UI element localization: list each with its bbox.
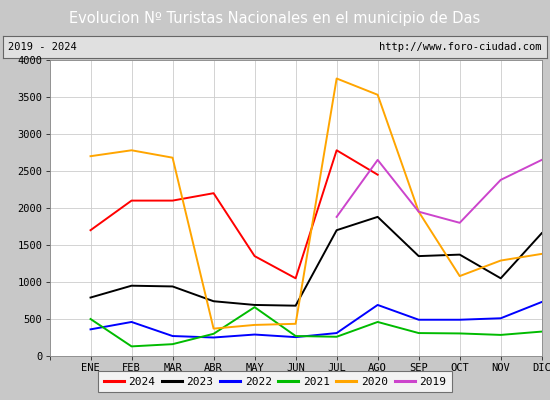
Text: Evolucion Nº Turistas Nacionales en el municipio de Das: Evolucion Nº Turistas Nacionales en el m… bbox=[69, 10, 481, 26]
Text: 2019 - 2024: 2019 - 2024 bbox=[8, 42, 77, 52]
Legend: 2024, 2023, 2022, 2021, 2020, 2019: 2024, 2023, 2022, 2021, 2020, 2019 bbox=[98, 371, 452, 392]
Text: http://www.foro-ciudad.com: http://www.foro-ciudad.com bbox=[379, 42, 542, 52]
